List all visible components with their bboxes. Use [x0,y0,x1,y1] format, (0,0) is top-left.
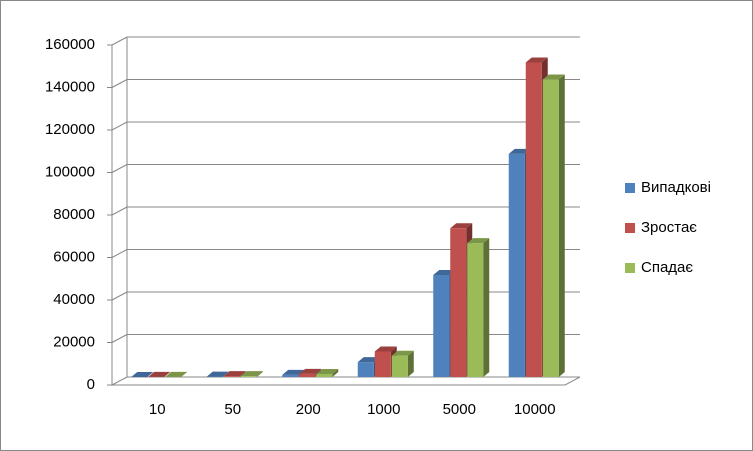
x-tick-label: 10 [149,401,166,418]
bar-top [131,371,154,377]
bar-side [239,371,246,377]
y-tick-label: 20000 [53,333,95,350]
bar-top [299,368,322,374]
bar-side [164,371,171,377]
bar-top [433,270,456,275]
bar [508,153,525,377]
bar-top [374,346,397,352]
y-tick-label: 160000 [45,36,95,53]
bar-top [240,371,263,377]
bar-top [542,74,565,80]
bar-side [181,371,188,377]
bar [450,228,467,377]
bar-top [165,371,188,377]
bar [467,243,484,377]
grid-line-side [111,291,128,301]
y-tick-label: 140000 [45,78,95,95]
bar [542,79,559,377]
bar-top [282,369,305,375]
bar-side [332,369,339,377]
legend-label: Спадає [641,259,693,276]
legend-swatch [625,183,635,193]
legend-swatch [625,263,635,273]
x-tick-label: 10000 [514,401,556,418]
bar-side [407,350,414,377]
bar-top [467,238,490,244]
x-tick-label: 1000 [367,401,400,418]
bar [299,373,316,377]
bar-top [148,371,171,377]
grid-line-side [111,121,128,131]
bar [240,376,257,377]
grid-line-side [111,36,128,46]
y-tick-label: 120000 [45,121,95,138]
y-tick-label: 100000 [45,163,95,180]
y-tick-label: 60000 [53,248,95,265]
legend-swatch [625,223,635,233]
bar-side [147,371,154,377]
grid-line-side [111,79,128,88]
legend-label: Зростає [641,219,697,236]
x-tick-label: 50 [224,401,241,418]
bar-top [206,371,229,377]
bar-side [483,238,490,377]
bar-top [391,350,414,356]
bar [525,62,542,377]
y-tick-label: 0 [87,376,95,393]
bar-top [508,148,531,154]
legend-label: Випадкові [641,179,711,196]
bar-top [525,57,548,63]
grid-line-side [111,334,128,343]
bar-top [223,371,246,377]
bar [316,374,333,377]
y-tick-label: 40000 [53,291,95,308]
bar [391,355,408,377]
grid-line-side [111,164,128,173]
bar-top [450,223,473,229]
grid-line-side [111,206,128,216]
bar [374,351,391,377]
bar-top [357,357,380,363]
y-tick-label: 80000 [53,206,95,223]
bar [282,374,299,377]
x-tick-label: 200 [296,401,321,418]
bar-side [222,371,229,377]
grid-line-side [111,249,128,258]
bar-top [316,369,339,375]
x-axis-side [564,376,581,386]
x-tick-label: 5000 [443,401,476,418]
bar [357,362,374,377]
grid-line-side [111,376,128,386]
bar [223,376,240,377]
bar [433,275,450,377]
bar-side [256,371,263,377]
bar-side [558,74,565,377]
